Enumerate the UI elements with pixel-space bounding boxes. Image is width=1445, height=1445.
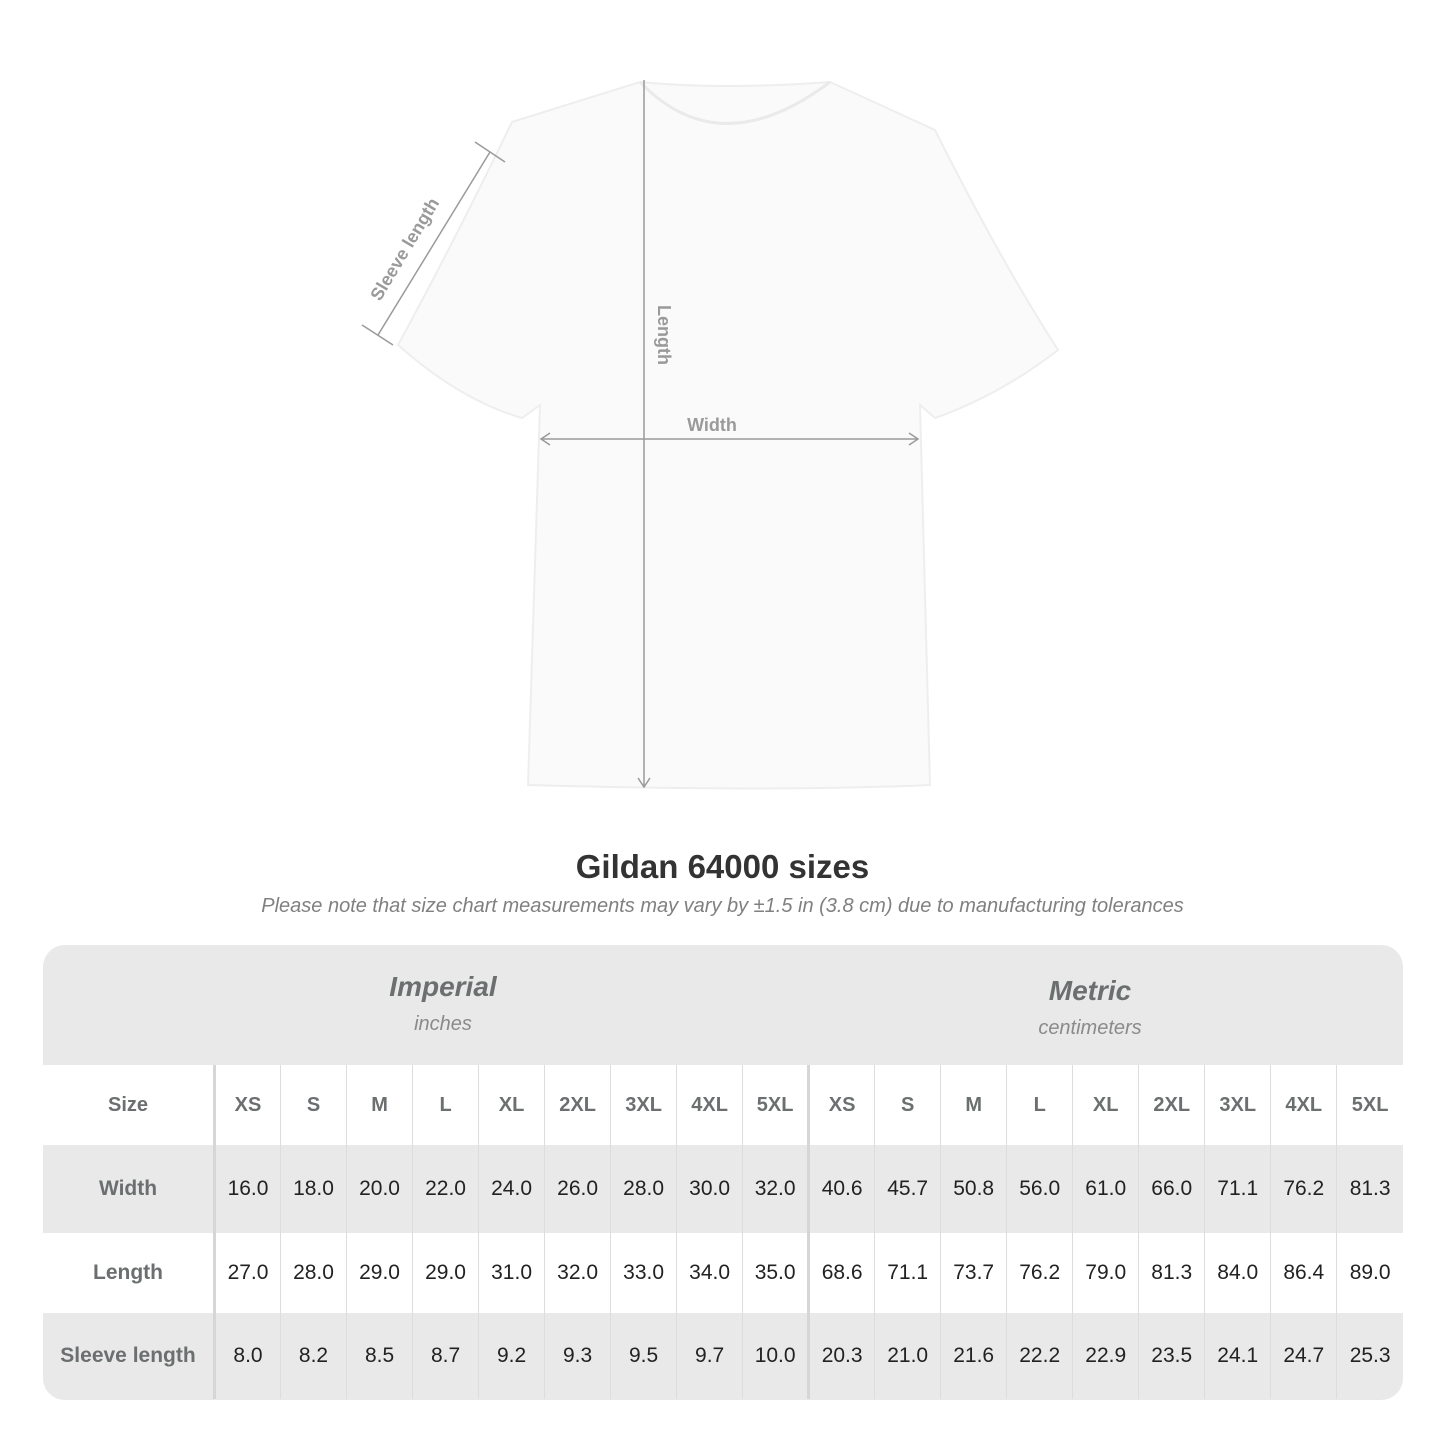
imperial-size-3xl: 3XL bbox=[610, 1065, 677, 1145]
imperial-unit: inches bbox=[414, 1013, 472, 1035]
metric-size-4xl: 4XL bbox=[1270, 1065, 1337, 1145]
imperial-value-cell: 18.0 bbox=[280, 1145, 347, 1233]
imperial-value-cell: 31.0 bbox=[478, 1233, 545, 1313]
imperial-value-cell: 9.3 bbox=[544, 1313, 611, 1399]
imperial-value-cell: 34.0 bbox=[676, 1233, 743, 1313]
length-label: Length bbox=[654, 305, 674, 365]
imperial-value-cell: 9.2 bbox=[478, 1313, 545, 1399]
imperial-value-cell: 8.7 bbox=[412, 1313, 479, 1399]
metric-size-3xl: 3XL bbox=[1204, 1065, 1271, 1145]
size-table-panel: Imperial inches Metric centimeters Size X… bbox=[43, 945, 1403, 1400]
metric-value-cell: 86.4 bbox=[1270, 1233, 1337, 1313]
metric-size-m: M bbox=[940, 1065, 1007, 1145]
metric-value-cell: 56.0 bbox=[1006, 1145, 1073, 1233]
metric-size-s: S bbox=[874, 1065, 941, 1145]
table-row: Width 16.0 18.0 20.0 22.0 24.0 26.0 28.0 30.0 32.… bbox=[43, 1145, 1403, 1233]
imperial-value-cell: 29.0 bbox=[346, 1233, 413, 1313]
imperial-value-cell: 10.0 bbox=[742, 1313, 809, 1399]
imperial-value-cell: 9.7 bbox=[676, 1313, 743, 1399]
metric-value-cell: 21.0 bbox=[874, 1313, 941, 1399]
collar bbox=[638, 80, 831, 125]
metric-size-xl: XL bbox=[1072, 1065, 1139, 1145]
row-label: Length bbox=[43, 1233, 216, 1313]
metric-value-cell: 40.6 bbox=[807, 1145, 875, 1233]
metric-value-cell: 76.2 bbox=[1006, 1233, 1073, 1313]
page-title: Gildan 64000 sizes bbox=[575, 848, 870, 885]
imperial-value-cell: 20.0 bbox=[346, 1145, 413, 1233]
imperial-value-cell: 22.0 bbox=[412, 1145, 479, 1233]
row-label: Sleeve length bbox=[43, 1313, 216, 1399]
imperial-size-4xl: 4XL bbox=[676, 1065, 743, 1145]
metric-value-cell: 25.3 bbox=[1336, 1313, 1403, 1399]
imperial-value-cell: 8.2 bbox=[280, 1313, 347, 1399]
tshirt-diagram: Width Length Sleeve length bbox=[361, 80, 1060, 790]
metric-value-cell: 24.1 bbox=[1204, 1313, 1271, 1399]
metric-value-cell: 79.0 bbox=[1072, 1233, 1139, 1313]
width-label: Width bbox=[687, 415, 737, 435]
size-label: Size bbox=[43, 1065, 216, 1145]
metric-value-cell: 24.7 bbox=[1270, 1313, 1337, 1399]
imperial-value-cell: 16.0 bbox=[213, 1145, 281, 1233]
metric-title: Metric bbox=[1048, 975, 1132, 1006]
metric-header: Metric centimeters bbox=[810, 975, 1370, 1093]
imperial-size-l: L bbox=[412, 1065, 479, 1145]
metric-value-cell: 71.1 bbox=[1204, 1145, 1271, 1233]
imperial-value-cell: 32.0 bbox=[742, 1145, 809, 1233]
imperial-value-cell: 35.0 bbox=[742, 1233, 809, 1313]
imperial-size-5xl: 5XL bbox=[742, 1065, 809, 1145]
metric-value-cell: 81.3 bbox=[1138, 1233, 1205, 1313]
imperial-value-cell: 32.0 bbox=[544, 1233, 611, 1313]
imperial-value-cell: 28.0 bbox=[280, 1233, 347, 1313]
imperial-value-cell: 24.0 bbox=[478, 1145, 545, 1233]
metric-unit: centimeters bbox=[1038, 1017, 1142, 1039]
imperial-size-2xl: 2XL bbox=[544, 1065, 611, 1145]
imperial-size-xl: XL bbox=[478, 1065, 545, 1145]
metric-size-5xl: 5XL bbox=[1336, 1065, 1403, 1145]
metric-value-cell: 23.5 bbox=[1138, 1313, 1205, 1399]
imperial-size-s: S bbox=[280, 1065, 347, 1145]
imperial-value-cell: 28.0 bbox=[610, 1145, 677, 1233]
metric-value-cell: 71.1 bbox=[874, 1233, 941, 1313]
metric-value-cell: 68.6 bbox=[807, 1233, 875, 1313]
metric-value-cell: 45.7 bbox=[874, 1145, 941, 1233]
size-table: Size XS S M L XL 2XL 3XL 4XL 5XL XS S M L XL 2XL 3XL 4XL 5… bbox=[43, 1065, 1403, 1399]
imperial-size-m: M bbox=[346, 1065, 413, 1145]
metric-value-cell: 66.0 bbox=[1138, 1145, 1205, 1233]
metric-size-2xl: 2XL bbox=[1138, 1065, 1205, 1145]
imperial-size-xs: XS bbox=[213, 1065, 281, 1145]
metric-value-cell: 20.3 bbox=[807, 1313, 875, 1399]
measure-lines bbox=[361, 80, 920, 789]
imperial-value-cell: 29.0 bbox=[412, 1233, 479, 1313]
metric-size-xs: XS bbox=[807, 1065, 875, 1145]
metric-value-cell: 84.0 bbox=[1204, 1233, 1271, 1313]
tolerance-note: Please note that size chart measurements… bbox=[261, 895, 1184, 917]
metric-value-cell: 89.0 bbox=[1336, 1233, 1403, 1313]
imperial-value-cell: 9.5 bbox=[610, 1313, 677, 1399]
imperial-value-cell: 33.0 bbox=[610, 1233, 677, 1313]
imperial-header: Imperial inches bbox=[218, 971, 668, 1089]
imperial-value-cell: 30.0 bbox=[676, 1145, 743, 1233]
imperial-value-cell: 8.5 bbox=[346, 1313, 413, 1399]
metric-value-cell: 50.8 bbox=[940, 1145, 1007, 1233]
metric-size-l: L bbox=[1006, 1065, 1073, 1145]
metric-value-cell: 21.6 bbox=[940, 1313, 1007, 1399]
size-header-row: Size XS S M L XL 2XL 3XL 4XL 5XL XS S M L XL 2XL 3XL 4XL 5… bbox=[43, 1065, 1403, 1145]
metric-value-cell: 61.0 bbox=[1072, 1145, 1139, 1233]
metric-value-cell: 73.7 bbox=[940, 1233, 1007, 1313]
imperial-value-cell: 27.0 bbox=[213, 1233, 281, 1313]
tshirt-image bbox=[396, 80, 1060, 790]
metric-value-cell: 81.3 bbox=[1336, 1145, 1403, 1233]
metric-value-cell: 22.2 bbox=[1006, 1313, 1073, 1399]
imperial-title: Imperial bbox=[389, 971, 497, 1002]
table-row: Length 27.0 28.0 29.0 29.0 31.0 32.0 33.0 34.0 35… bbox=[43, 1233, 1403, 1313]
metric-value-cell: 22.9 bbox=[1072, 1313, 1139, 1399]
row-label: Width bbox=[43, 1145, 216, 1233]
metric-value-cell: 76.2 bbox=[1270, 1145, 1337, 1233]
table-row: Sleeve length 8.0 8.2 8.5 8.7 9.2 9.3 9.5 9.7 10.… bbox=[43, 1313, 1403, 1399]
imperial-value-cell: 8.0 bbox=[213, 1313, 281, 1399]
imperial-value-cell: 26.0 bbox=[544, 1145, 611, 1233]
